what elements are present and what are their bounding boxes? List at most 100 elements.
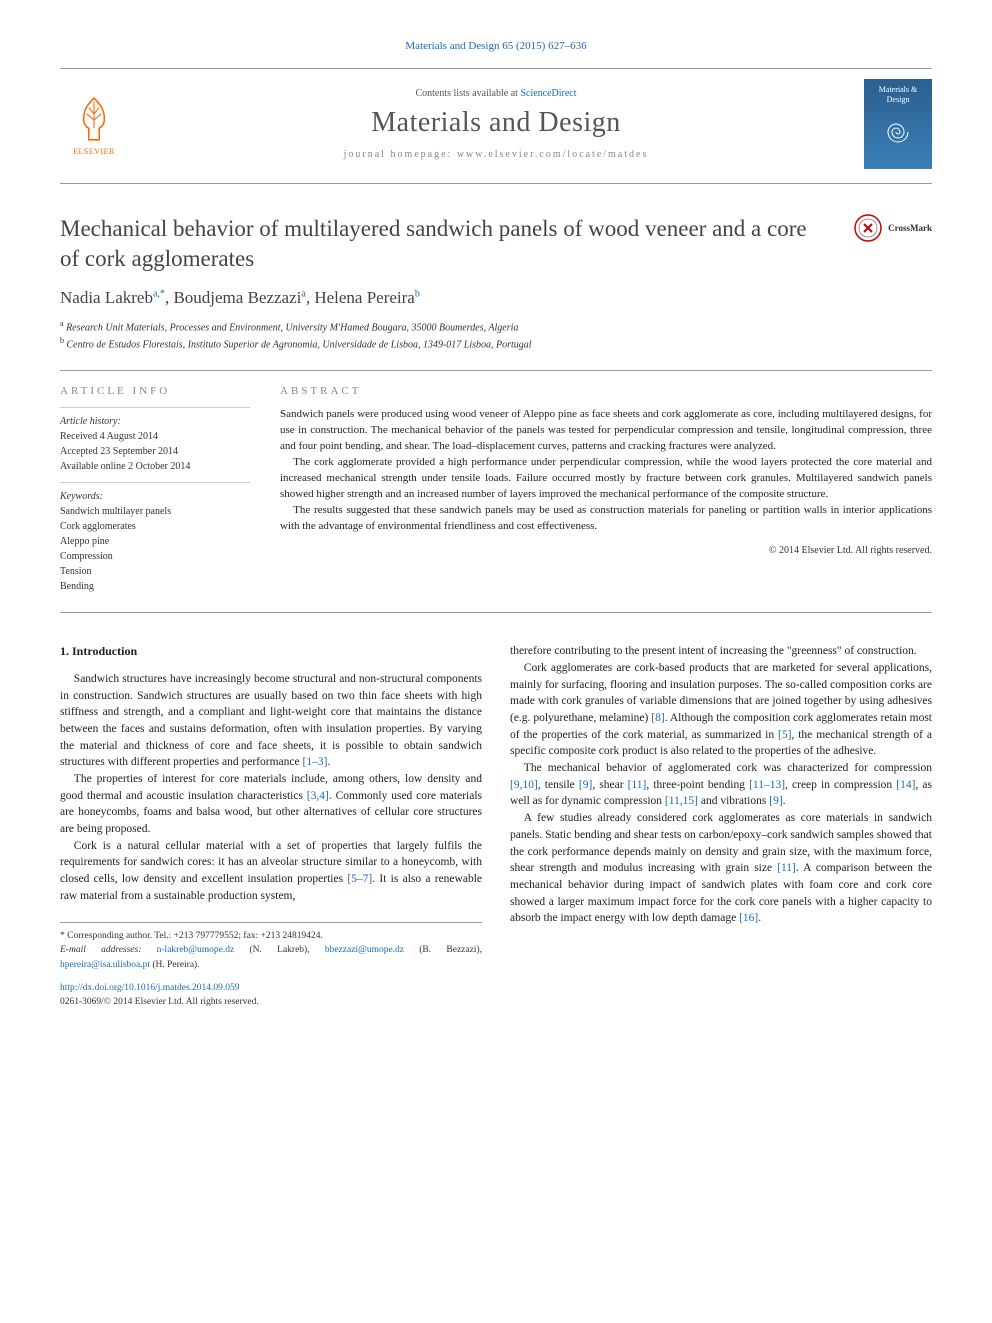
accepted-date: Accepted 23 September 2014 — [60, 444, 250, 459]
article-info-column: ARTICLE INFO Article history: Received 4… — [60, 385, 250, 594]
ref-link[interactable]: [16] — [739, 912, 758, 924]
ref-link[interactable]: [3,4] — [307, 790, 329, 802]
aff-a-sup: a — [60, 319, 64, 328]
body-text: , three-point bending — [646, 779, 749, 791]
abstract-text: Sandwich panels were produced using wood… — [280, 407, 932, 535]
body-p: therefore contributing to the present in… — [510, 643, 932, 660]
history-subhead: Article history: — [60, 407, 250, 427]
ref-link[interactable]: [11,15] — [665, 795, 698, 807]
ref-link[interactable]: [5] — [778, 729, 791, 741]
elsevier-tree-icon — [68, 93, 120, 145]
received-date: Received 4 August 2014 — [60, 429, 250, 444]
ref-link[interactable]: [9] — [579, 779, 592, 791]
email-label: E-mail addresses: — [60, 945, 141, 955]
journal-header-block: ELSEVIER Contents lists available at Sci… — [60, 68, 932, 184]
abstract-p2: The cork agglomerate provided a high per… — [280, 455, 932, 503]
ref-link[interactable]: [14] — [896, 779, 915, 791]
online-date: Available online 2 October 2014 — [60, 459, 250, 474]
ref-link[interactable]: [9,10] — [510, 779, 538, 791]
keyword-item: Compression — [60, 549, 250, 564]
elsevier-label: ELSEVIER — [73, 147, 115, 156]
issn-copyright: 0261-3069/© 2014 Elsevier Ltd. All right… — [60, 996, 482, 1010]
body-text: Sandwich structures have increasingly be… — [60, 673, 482, 768]
doi-link[interactable]: http://dx.doi.org/10.1016/j.matdes.2014.… — [60, 983, 240, 993]
homepage-line: journal homepage: www.elsevier.com/locat… — [140, 149, 852, 160]
homepage-pre: journal homepage: — [344, 149, 457, 160]
crossmark-badge[interactable]: CrossMark — [854, 214, 932, 242]
corresponding-author: * Corresponding author. Tel.: +213 79777… — [60, 929, 482, 943]
abstract-p1: Sandwich panels were produced using wood… — [280, 407, 932, 455]
body-text: , tensile — [538, 779, 579, 791]
author-2-sup: a — [301, 288, 305, 299]
sciencedirect-link[interactable]: ScienceDirect — [520, 88, 576, 99]
keyword-item: Aleppo pine — [60, 534, 250, 549]
ref-link[interactable]: [8] — [651, 712, 664, 724]
email-link[interactable]: hpereira@isa.ulisboa.pt — [60, 960, 150, 970]
email-name: (N. Lakreb), — [234, 945, 325, 955]
body-p: Cork is a natural cellular material with… — [60, 838, 482, 905]
body-text: , creep in compression — [785, 779, 896, 791]
journal-cover-thumb[interactable]: Materials & Design — [864, 79, 932, 169]
info-abstract-row: ARTICLE INFO Article history: Received 4… — [60, 370, 932, 613]
section-1-heading: 1. Introduction — [60, 643, 482, 660]
keyword-item: Sandwich multilayer panels — [60, 504, 250, 519]
body-columns: 1. Introduction Sandwich structures have… — [60, 643, 932, 1009]
email-name: (B. Bezzazi), — [404, 945, 482, 955]
ref-link[interactable]: [9] — [769, 795, 782, 807]
crossmark-icon — [854, 214, 882, 242]
keyword-item: Tension — [60, 564, 250, 579]
body-text: . — [758, 912, 761, 924]
email-link[interactable]: bbezzazi@umope.dz — [325, 945, 404, 955]
ref-link[interactable]: [5–7] — [347, 873, 372, 885]
abstract-heading: ABSTRACT — [280, 385, 932, 397]
author-3[interactable]: Helena Pereira — [314, 288, 415, 307]
abstract-p3: The results suggested that these sandwic… — [280, 503, 932, 535]
body-p: Sandwich structures have increasingly be… — [60, 671, 482, 771]
body-text: . — [783, 795, 786, 807]
ref-link[interactable]: [11] — [628, 779, 647, 791]
article-title: Mechanical behavior of multilayered sand… — [60, 214, 932, 274]
homepage-url[interactable]: www.elsevier.com/locate/matdes — [457, 149, 649, 160]
body-p: Cork agglomerates are cork-based product… — [510, 660, 932, 760]
citation-header: Materials and Design 65 (2015) 627–636 — [60, 40, 932, 52]
elsevier-logo[interactable]: ELSEVIER — [60, 84, 128, 164]
footnote-block: * Corresponding author. Tel.: +213 79777… — [60, 922, 482, 972]
journal-name: Materials and Design — [140, 107, 852, 139]
aff-b-text: Centro de Estudos Florestais, Instituto … — [67, 339, 532, 350]
aff-b-sup: b — [60, 336, 64, 345]
keyword-item: Cork agglomerates — [60, 519, 250, 534]
body-text: , shear — [592, 779, 627, 791]
abstract-column: ABSTRACT Sandwich panels were produced u… — [280, 385, 932, 594]
ref-link[interactable]: [11] — [777, 862, 796, 874]
body-p: The mechanical behavior of agglomerated … — [510, 760, 932, 810]
keywords-subhead: Keywords: — [60, 482, 250, 502]
abstract-copyright: © 2014 Elsevier Ltd. All rights reserved… — [280, 545, 932, 556]
history-text: Received 4 August 2014 Accepted 23 Septe… — [60, 429, 250, 474]
email-addresses: E-mail addresses: n-lakreb@umope.dz (N. … — [60, 943, 482, 972]
ref-link[interactable]: [11–13] — [749, 779, 785, 791]
author-1[interactable]: Nadia Lakreb — [60, 288, 153, 307]
authors-line: Nadia Lakreba,*, Boudjema Bezzazia, Hele… — [60, 288, 932, 308]
cover-spiral-icon — [878, 112, 918, 152]
body-col-right: therefore contributing to the present in… — [510, 643, 932, 1009]
body-text: . — [327, 756, 330, 768]
author-1-sup: a,* — [153, 288, 165, 299]
article-info-heading: ARTICLE INFO — [60, 385, 250, 397]
cover-title: Materials & Design — [868, 85, 928, 104]
crossmark-label: CrossMark — [888, 223, 932, 233]
body-col-left: 1. Introduction Sandwich structures have… — [60, 643, 482, 1009]
contents-line: Contents lists available at ScienceDirec… — [140, 88, 852, 99]
affiliations: a Research Unit Materials, Processes and… — [60, 318, 932, 353]
author-3-sup: b — [415, 288, 420, 299]
ref-link[interactable]: [1–3] — [302, 756, 327, 768]
keyword-item: Bending — [60, 579, 250, 594]
body-p: The properties of interest for core mate… — [60, 771, 482, 838]
body-text: and vibrations — [698, 795, 769, 807]
author-2[interactable]: Boudjema Bezzazi — [173, 288, 301, 307]
keywords-list: Sandwich multilayer panels Cork agglomer… — [60, 504, 250, 594]
doi-block: http://dx.doi.org/10.1016/j.matdes.2014.… — [60, 982, 482, 1010]
email-name: (H. Pereira). — [150, 960, 200, 970]
body-text: The mechanical behavior of agglomerated … — [524, 762, 932, 774]
body-p: A few studies already considered cork ag… — [510, 810, 932, 927]
email-link[interactable]: n-lakreb@umope.dz — [157, 945, 235, 955]
